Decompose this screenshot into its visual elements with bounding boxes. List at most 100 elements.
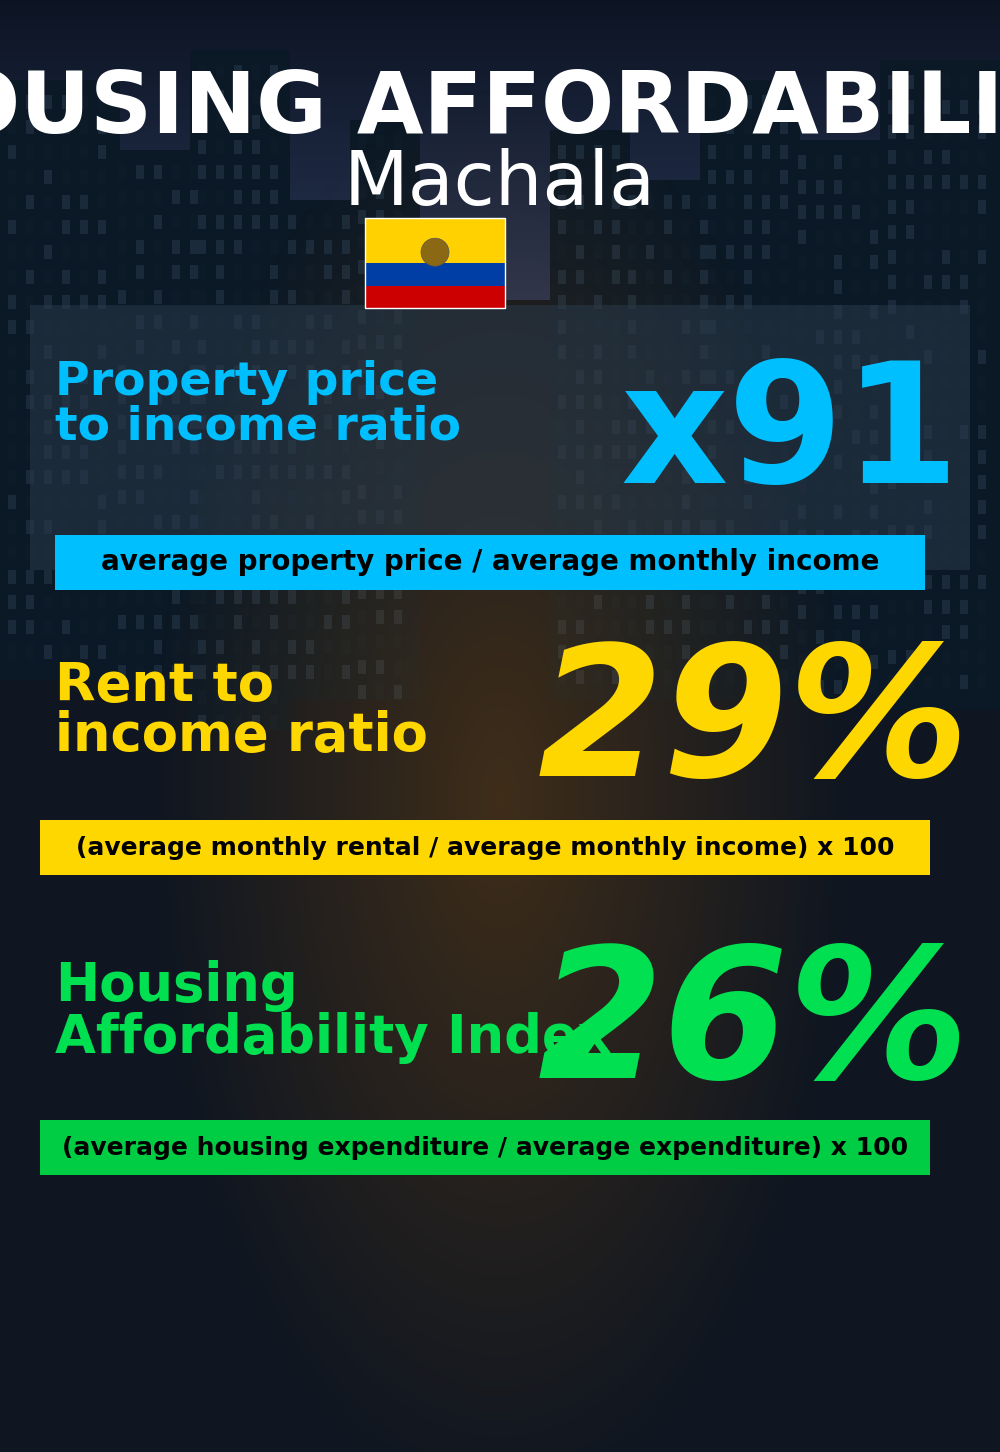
Bar	[726, 595, 734, 608]
Bar	[960, 650, 968, 664]
Bar	[798, 405, 806, 420]
Bar	[136, 440, 144, 454]
Bar	[816, 354, 824, 369]
Bar	[80, 145, 88, 160]
Bar	[664, 395, 672, 409]
Bar	[110, 150, 200, 680]
Bar	[612, 520, 620, 534]
Bar	[198, 640, 206, 653]
Bar	[394, 385, 402, 399]
Bar	[682, 295, 690, 309]
Bar	[216, 215, 224, 229]
Bar	[270, 65, 278, 78]
Bar	[190, 240, 198, 254]
Bar	[80, 444, 88, 459]
Bar	[646, 444, 654, 459]
Bar	[906, 125, 914, 139]
Bar	[26, 620, 34, 635]
Bar	[44, 94, 52, 109]
Bar	[726, 620, 734, 635]
Bar	[924, 250, 932, 264]
Bar	[576, 595, 584, 608]
Bar	[682, 270, 690, 285]
Bar	[365, 263, 505, 286]
Bar	[924, 526, 932, 539]
Bar	[288, 240, 296, 254]
Bar	[726, 520, 734, 534]
Bar	[136, 166, 144, 179]
Bar	[906, 301, 914, 314]
Bar	[62, 620, 70, 635]
Bar	[888, 475, 896, 489]
Bar	[358, 560, 366, 574]
Bar	[558, 544, 566, 559]
Bar	[172, 590, 180, 604]
Bar	[612, 544, 620, 559]
Bar	[44, 470, 52, 484]
Bar	[628, 571, 636, 584]
Bar	[628, 370, 636, 383]
Bar	[172, 440, 180, 454]
Bar	[198, 266, 206, 279]
Bar	[98, 170, 106, 184]
Bar	[198, 515, 206, 529]
Bar	[136, 290, 144, 303]
Bar	[798, 280, 806, 293]
Bar	[98, 444, 106, 459]
Bar	[198, 215, 206, 229]
Bar	[798, 530, 806, 544]
Bar	[646, 620, 654, 635]
Bar	[834, 256, 842, 269]
Bar	[790, 139, 890, 700]
Bar	[154, 440, 162, 454]
Bar	[852, 280, 860, 293]
Bar	[960, 375, 968, 389]
Bar	[190, 515, 198, 529]
Bar	[358, 260, 366, 274]
Bar	[172, 565, 180, 579]
Bar	[558, 495, 566, 510]
Bar	[708, 520, 716, 534]
Bar	[98, 195, 106, 209]
Bar	[376, 635, 384, 649]
Bar	[762, 595, 770, 608]
Bar	[216, 665, 224, 680]
Bar	[960, 225, 968, 240]
Bar	[816, 330, 824, 344]
Bar	[288, 315, 296, 330]
Bar	[365, 286, 505, 308]
Bar	[960, 176, 968, 189]
Bar	[252, 391, 260, 404]
Bar	[172, 415, 180, 428]
Bar	[682, 495, 690, 510]
Bar	[62, 121, 70, 134]
Bar	[198, 391, 206, 404]
Bar	[942, 425, 950, 439]
Bar	[154, 540, 162, 555]
Bar	[708, 595, 716, 608]
Bar	[288, 391, 296, 404]
Bar	[394, 460, 402, 473]
Bar	[628, 420, 636, 434]
Bar	[306, 315, 314, 330]
Bar	[198, 590, 206, 604]
Bar	[924, 125, 932, 139]
Bar	[816, 229, 824, 244]
Bar	[960, 575, 968, 590]
Bar	[700, 669, 708, 684]
Bar	[558, 370, 566, 383]
Bar	[62, 221, 70, 234]
Bar	[960, 399, 968, 414]
Bar	[708, 94, 716, 109]
Bar	[780, 170, 788, 184]
Bar	[612, 495, 620, 510]
Bar	[852, 305, 860, 319]
Bar	[780, 245, 788, 258]
Bar	[172, 616, 180, 629]
Bar	[880, 60, 1000, 710]
Bar	[978, 76, 986, 89]
Bar	[118, 590, 126, 604]
Bar	[726, 170, 734, 184]
Bar	[870, 380, 878, 393]
Bar	[252, 415, 260, 428]
